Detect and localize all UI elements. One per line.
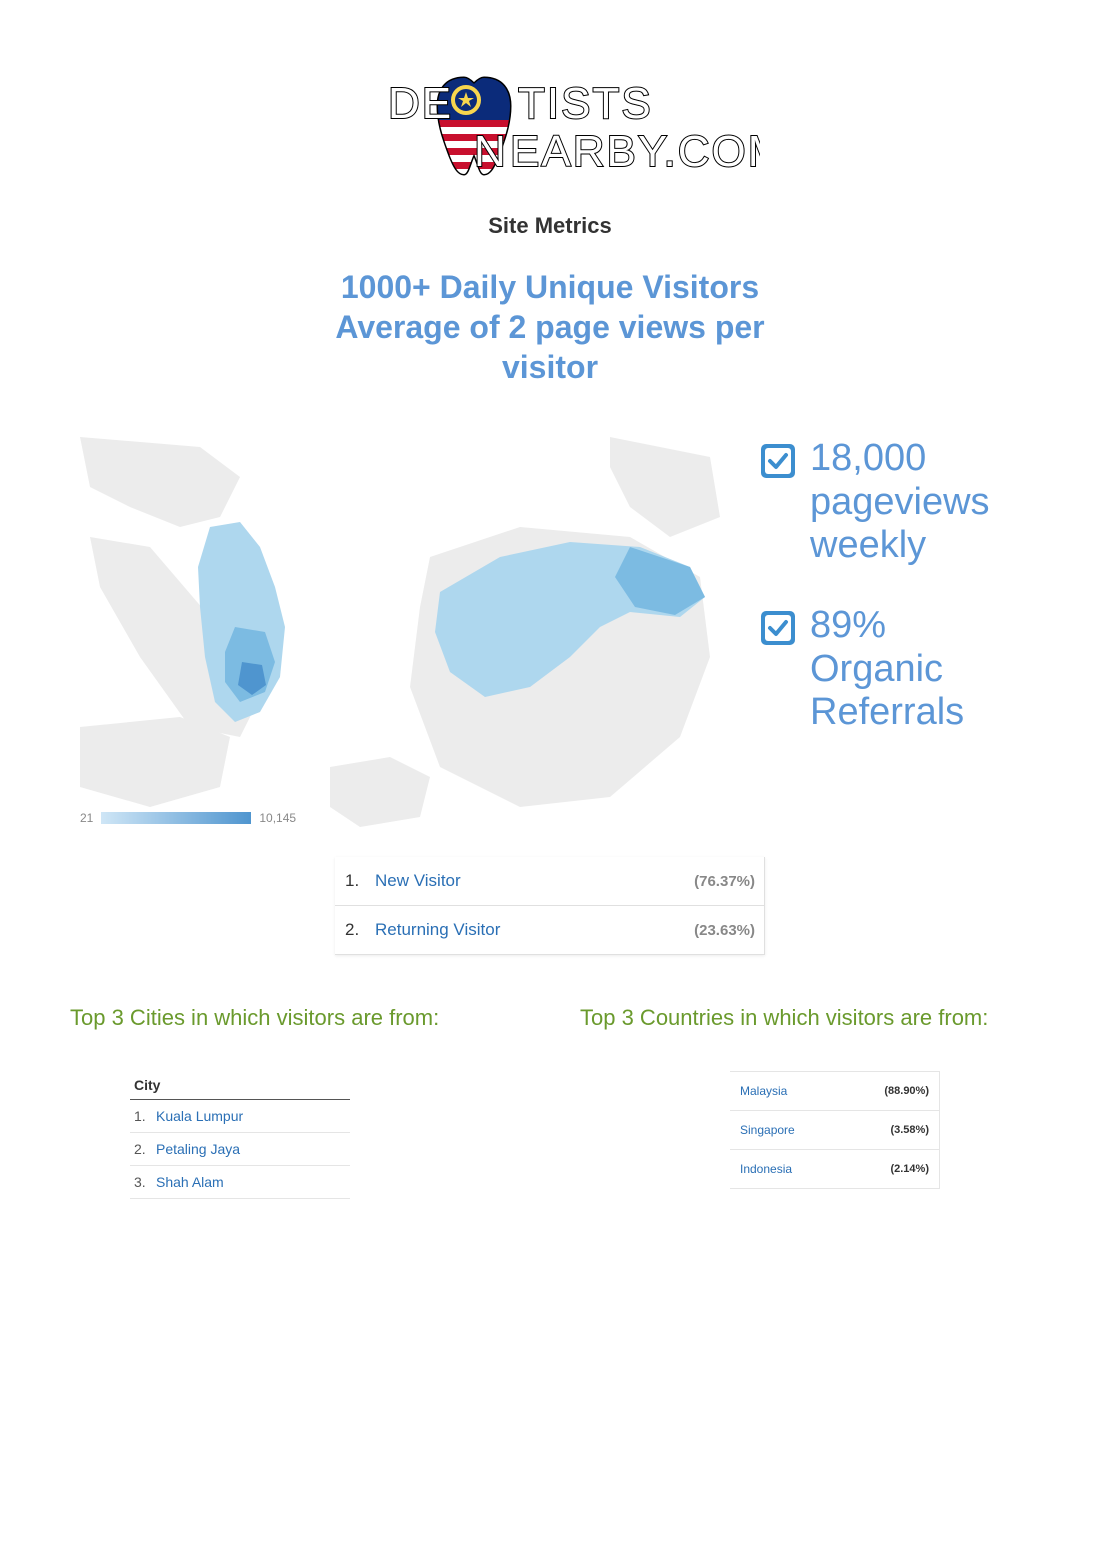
country-name: Malaysia — [740, 1084, 787, 1098]
check-icon — [760, 610, 796, 646]
map-legend: 21 10,145 — [80, 811, 296, 825]
row-label: New Visitor — [375, 871, 694, 891]
city-name: Kuala Lumpur — [156, 1108, 243, 1124]
row-pct: (76.37%) — [694, 873, 755, 890]
cities-table: City 1. Kuala Lumpur 2. Petaling Jaya 3.… — [130, 1071, 350, 1199]
city-name: Petaling Jaya — [156, 1141, 240, 1157]
legend-gradient — [101, 812, 251, 824]
row-rank: 1. — [345, 871, 375, 891]
headline-line2: Average of 2 page views per — [0, 307, 1100, 347]
stat0-line1: 18,000 — [810, 437, 990, 481]
stat1-line3: Referrals — [810, 691, 964, 735]
row-label: Returning Visitor — [375, 920, 694, 940]
list-item: Malaysia (88.90%) — [730, 1072, 939, 1111]
list-item: 2. Petaling Jaya — [130, 1133, 350, 1166]
country-name: Indonesia — [740, 1162, 792, 1176]
visitor-types-table: 1. New Visitor (76.37%) 2. Returning Vis… — [335, 857, 765, 955]
cities-column: Top 3 Cities in which visitors are from:… — [70, 1005, 520, 1199]
logo-earby: EARBY.COM — [510, 127, 760, 176]
stat0-line3: weekly — [810, 524, 990, 568]
legend-max: 10,145 — [259, 811, 296, 825]
city-rank: 3. — [134, 1174, 156, 1190]
page-subtitle: Site Metrics — [0, 213, 1100, 239]
map-malaysia: 21 10,145 — [70, 427, 730, 837]
country-name: Singapore — [740, 1123, 795, 1137]
row-rank: 2. — [345, 920, 375, 940]
cities-header: City — [130, 1071, 350, 1100]
headline: 1000+ Daily Unique Visitors Average of 2… — [0, 267, 1100, 387]
headline-line3: visitor — [0, 347, 1100, 387]
stat1-line2: Organic — [810, 648, 964, 692]
stat1-line1: 89% — [810, 604, 964, 648]
check-icon — [760, 443, 796, 479]
logo-tists: TISTS — [518, 79, 653, 128]
logo: DE TISTS N EARBY.COM — [0, 0, 1100, 195]
city-name: Shah Alam — [156, 1174, 224, 1190]
stat-organic: 89% Organic Referrals — [760, 604, 990, 735]
country-pct: (2.14%) — [890, 1163, 929, 1175]
list-item: Indonesia (2.14%) — [730, 1150, 939, 1189]
list-item: Singapore (3.58%) — [730, 1111, 939, 1150]
headline-line1: 1000+ Daily Unique Visitors — [0, 267, 1100, 307]
stat0-line2: pageviews — [810, 481, 990, 525]
city-rank: 2. — [134, 1141, 156, 1157]
logo-de: DE — [388, 79, 453, 128]
stats-column: 18,000 pageviews weekly 89% Organic Refe… — [760, 437, 990, 771]
countries-heading: Top 3 Countries in which visitors are fr… — [580, 1005, 1030, 1031]
cities-heading: Top 3 Cities in which visitors are from: — [70, 1005, 520, 1031]
table-row: 2. Returning Visitor (23.63%) — [335, 906, 765, 955]
stat-pageviews: 18,000 pageviews weekly — [760, 437, 990, 568]
country-pct: (3.58%) — [890, 1124, 929, 1136]
city-rank: 1. — [134, 1108, 156, 1124]
list-item: 3. Shah Alam — [130, 1166, 350, 1199]
countries-table: Malaysia (88.90%) Singapore (3.58%) Indo… — [730, 1071, 940, 1189]
row-pct: (23.63%) — [694, 922, 755, 939]
table-row: 1. New Visitor (76.37%) — [335, 857, 765, 906]
legend-min: 21 — [80, 811, 93, 825]
country-pct: (88.90%) — [884, 1085, 929, 1097]
logo-n: N — [474, 127, 508, 176]
countries-column: Top 3 Countries in which visitors are fr… — [580, 1005, 1030, 1199]
list-item: 1. Kuala Lumpur — [130, 1100, 350, 1133]
